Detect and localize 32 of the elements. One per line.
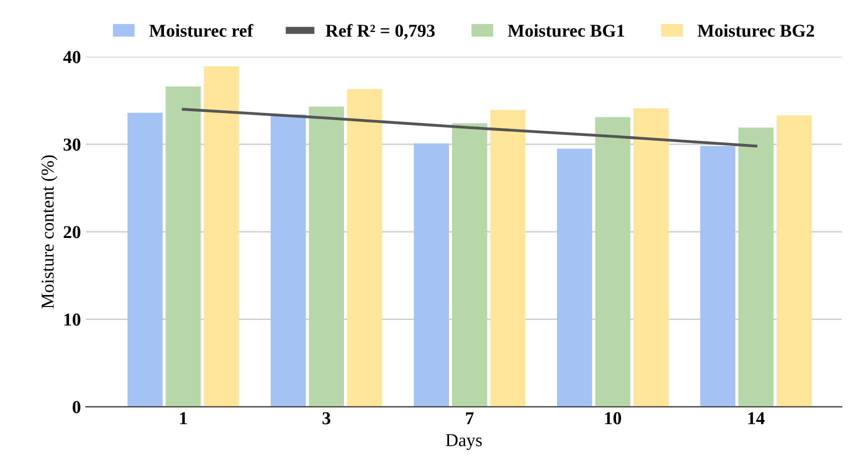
line-series	[182, 108, 758, 148]
bar	[270, 114, 306, 407]
y-tick-label: 20	[64, 226, 80, 238]
bar	[490, 110, 526, 407]
bar	[557, 148, 592, 407]
legend-label: Moisturec ref	[149, 24, 254, 37]
x-tick-label: 10	[605, 412, 622, 424]
bar	[595, 117, 630, 407]
x-tick-label: 1	[180, 412, 187, 424]
bar	[700, 146, 736, 407]
bar	[452, 123, 488, 407]
y-tick-label: 10	[64, 314, 80, 326]
y-tick-label: 0	[72, 401, 80, 414]
legend-label: Ref R² = 0,793	[326, 24, 435, 40]
y-tick-label: 30	[64, 138, 80, 151]
bar	[128, 112, 163, 407]
x-axis-title: Days	[446, 434, 482, 450]
x-tick-label: 3	[322, 412, 330, 424]
legend-label: Moisturec BG2	[698, 24, 814, 37]
y-tick-label: 40	[63, 51, 80, 64]
x-tick-label: 14	[748, 412, 765, 424]
bar	[204, 66, 239, 407]
y-axis-title: Moisture content (%)	[41, 155, 58, 308]
bar	[308, 106, 344, 407]
bar	[633, 108, 668, 407]
bar	[738, 128, 774, 407]
bar	[414, 143, 449, 407]
x-tick-label: 7	[466, 412, 474, 424]
bar	[347, 89, 382, 407]
bar	[166, 86, 201, 407]
bar	[776, 115, 812, 407]
legend-label: Moisturec BG1	[508, 24, 624, 37]
